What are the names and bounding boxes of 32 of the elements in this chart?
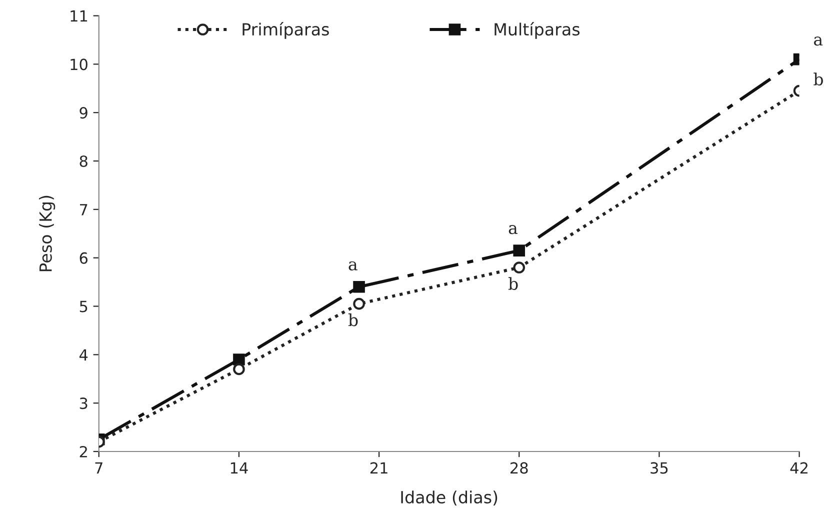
y-tick-label: 9 (80, 107, 88, 119)
legend-label: Multíparas (494, 22, 580, 39)
y-tick-label: 6 (80, 252, 88, 264)
x-tick-label: 28 (510, 462, 528, 474)
y-tick-label: 5 (80, 300, 88, 312)
point (513, 244, 526, 256)
y-tick-label: 3 (80, 398, 88, 410)
annotation: a (508, 225, 518, 234)
annotation: b (348, 313, 358, 326)
y-tick-label: 11 (70, 10, 88, 22)
x-axis-title: Idade (dias) (401, 490, 498, 506)
point (513, 262, 526, 274)
y-tick-label: 2 (80, 446, 87, 458)
annotation: a (814, 36, 823, 46)
y-tick-label: 4 (79, 349, 88, 360)
point (353, 298, 365, 310)
x-tick-label: 42 (790, 462, 808, 474)
x-tick-label: 21 (370, 462, 388, 474)
y-axis-title: Peso (Kg) (39, 196, 56, 272)
x-tick-label: 35 (650, 462, 668, 474)
y-tick-label: 7 (80, 204, 88, 216)
legend-label: Primíparas (242, 22, 329, 39)
point (233, 354, 245, 366)
annotation: a (348, 261, 358, 270)
y-tick-label: 8 (80, 155, 88, 168)
annotation: b (508, 277, 518, 290)
point (233, 363, 245, 376)
x-tick-label: 7 (95, 462, 102, 474)
annotation: b (814, 72, 823, 86)
point (353, 280, 365, 293)
x-tick-label: 14 (230, 462, 248, 474)
y-tick-label: 10 (70, 58, 88, 70)
